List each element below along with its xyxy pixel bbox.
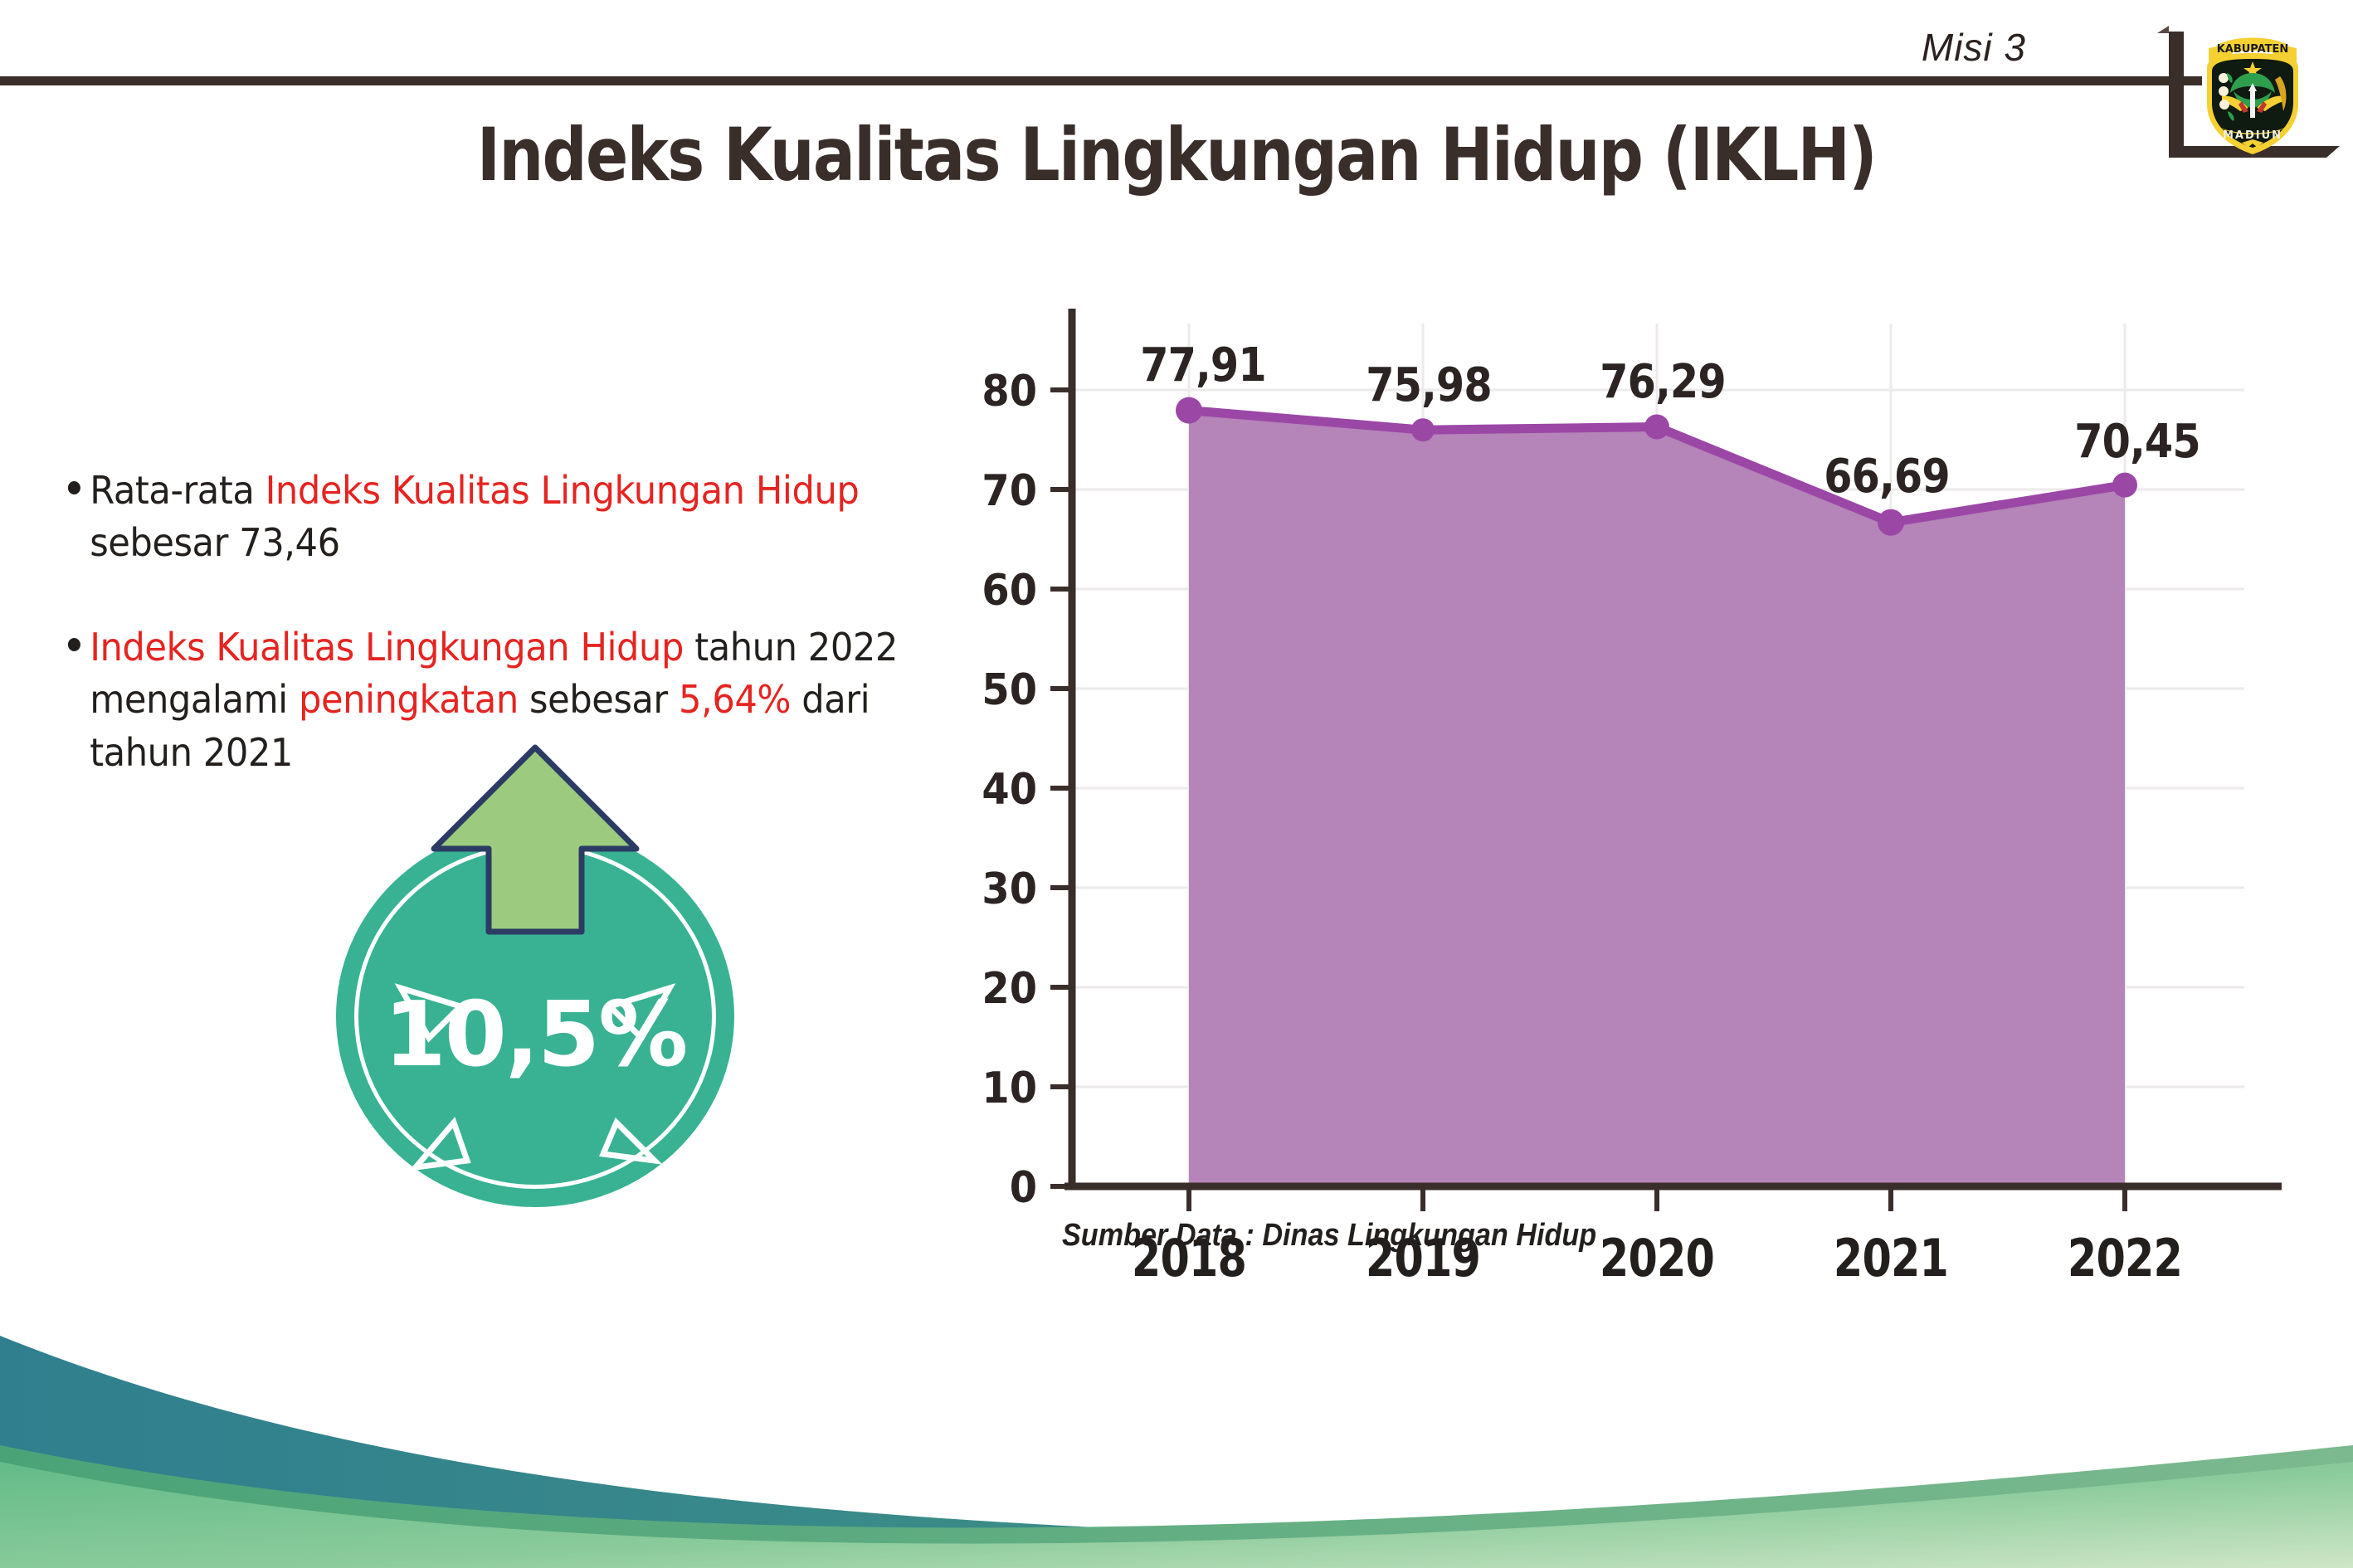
iklh-area-chart: 0 10 20 30 40 50 60 70 80 2018 2019 2020… [954,290,2298,1288]
y-tick-label-0: 0 [1009,1163,1037,1213]
y-tick-label-80: 80 [982,367,1037,416]
x-tick-label-2021: 2021 [1833,1228,1949,1288]
list-item: Rata-rata Indeks Kualitas Lingkungan Hid… [66,465,901,570]
bullet-2-highlight-3: 5,64% [679,677,792,723]
x-tick-label-2019: 2019 [1365,1228,1481,1288]
data-label-2022: 70,45 [2074,415,2200,469]
summary-bullets: Rata-rata Indeks Kualitas Lingkungan Hid… [66,465,954,779]
chart-canvas [1050,309,2282,1211]
data-label-2019: 75,98 [1366,358,1492,412]
header-rule [0,76,2202,85]
growth-badge: 10,5% [328,743,743,1207]
page-footer: Media Infografis Data Statistik Sektoral… [0,1319,2353,1568]
x-tick-label-2020: 2020 [1599,1228,1715,1288]
data-label-2021: 66,69 [1824,450,1950,504]
page-title: Indeks Kualitas Lingkungan Hidup (IKLH) [476,112,1878,197]
svg-text:MADIUN: MADIUN [2223,129,2282,142]
bullet-2-text-3: dari tahun 2021 [90,677,870,775]
page-header: Misi 3 KABUPATEN MADIUN [0,0,2353,174]
bullet-2-highlight-1: Indeks Kualitas Lingkungan Hidup [90,624,684,670]
badge-corner-marks-icon [394,983,676,1171]
misi-label: Misi 3 [1921,26,2026,69]
badge-value: 10,5% [383,983,689,1087]
x-tick-label-2022: 2022 [2067,1228,2183,1288]
header-bracket-vertical [2157,26,2184,156]
bullet-1-text-part2: sebesar 73,46 [90,520,340,566]
footer-waves [0,1336,2353,1568]
bullet-dot-icon [67,637,80,651]
bullet-dot-icon [67,481,80,494]
chart-area-fill [1189,410,2125,1187]
y-tick-label-30: 30 [982,864,1037,914]
chart-source-note: Sumber Data : Dinas Lingkungan Hidup [1062,1218,1597,1253]
y-tick-label-20: 20 [982,964,1037,1014]
chart-y-ticks [1050,387,1072,1189]
bullet-2-highlight-2: peningkatan [298,677,519,723]
y-tick-label-60: 60 [982,566,1037,616]
up-arrow-icon [431,744,640,935]
data-label-2020: 76,29 [1600,355,1726,409]
chart-x-ticks [1186,1186,2127,1211]
y-tick-label-40: 40 [982,765,1037,815]
bullet-2-text-1: tahun 2022 mengalami [90,624,898,723]
bullet-2-text-2: sebesar [518,677,680,723]
data-label-2018: 77,91 [1140,338,1266,392]
svg-text:KABUPATEN: KABUPATEN [2217,43,2289,56]
y-tick-label-10: 10 [982,1064,1037,1113]
list-item: Indeks Kualitas Lingkungan Hidup tahun 2… [66,621,901,779]
y-tick-label-70: 70 [982,466,1037,516]
kabupaten-madiun-crest-icon: KABUPATEN MADIUN [2207,37,2298,154]
x-tick-label-2018: 2018 [1131,1228,1247,1288]
y-tick-label-50: 50 [982,665,1037,715]
bullet-1-highlight: Indeks Kualitas Lingkungan Hidup [265,468,860,513]
chart-markers [1176,397,2137,536]
bullet-1-text-part1: Rata-rata [90,468,266,513]
